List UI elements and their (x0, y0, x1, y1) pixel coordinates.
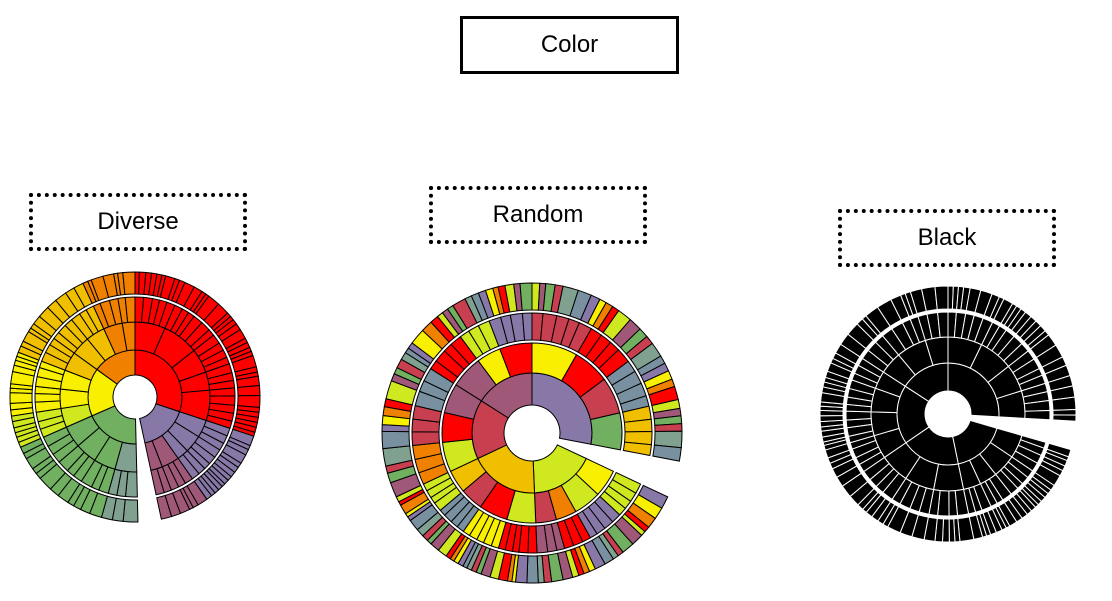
random-label: Random (492, 201, 584, 228)
sunburst-segment (652, 444, 682, 462)
sunburst-segment (124, 296, 136, 323)
sunburst-segment (1024, 409, 1051, 421)
sunburst-segment (589, 412, 623, 451)
sunburst-segment (156, 494, 173, 520)
sunburst-segment (819, 414, 844, 423)
sunburst-segment (519, 282, 533, 311)
black-label-box: Black (838, 209, 1056, 267)
black-label: Black (917, 224, 977, 251)
sunburst-segment (1052, 414, 1077, 422)
sunburst-segment (1052, 409, 1077, 416)
sunburst-segment (845, 410, 872, 421)
sunburst-center (925, 391, 971, 437)
sunburst-segment (937, 311, 949, 338)
sunburst-segment (150, 468, 165, 496)
sunburst-segment (499, 342, 533, 378)
sunburst-segment (622, 441, 652, 457)
sunburst-segment (122, 271, 136, 296)
random-label-box: Random (429, 186, 647, 244)
diverse-label: Diverse (97, 208, 179, 235)
color-title-box: Color (460, 16, 679, 74)
diverse-label-box: Diverse (29, 193, 247, 251)
sunburst-segment (934, 285, 949, 311)
color-title: Color (540, 31, 599, 58)
sunburst-segment (521, 312, 533, 341)
sunburst-segment (948, 518, 956, 543)
